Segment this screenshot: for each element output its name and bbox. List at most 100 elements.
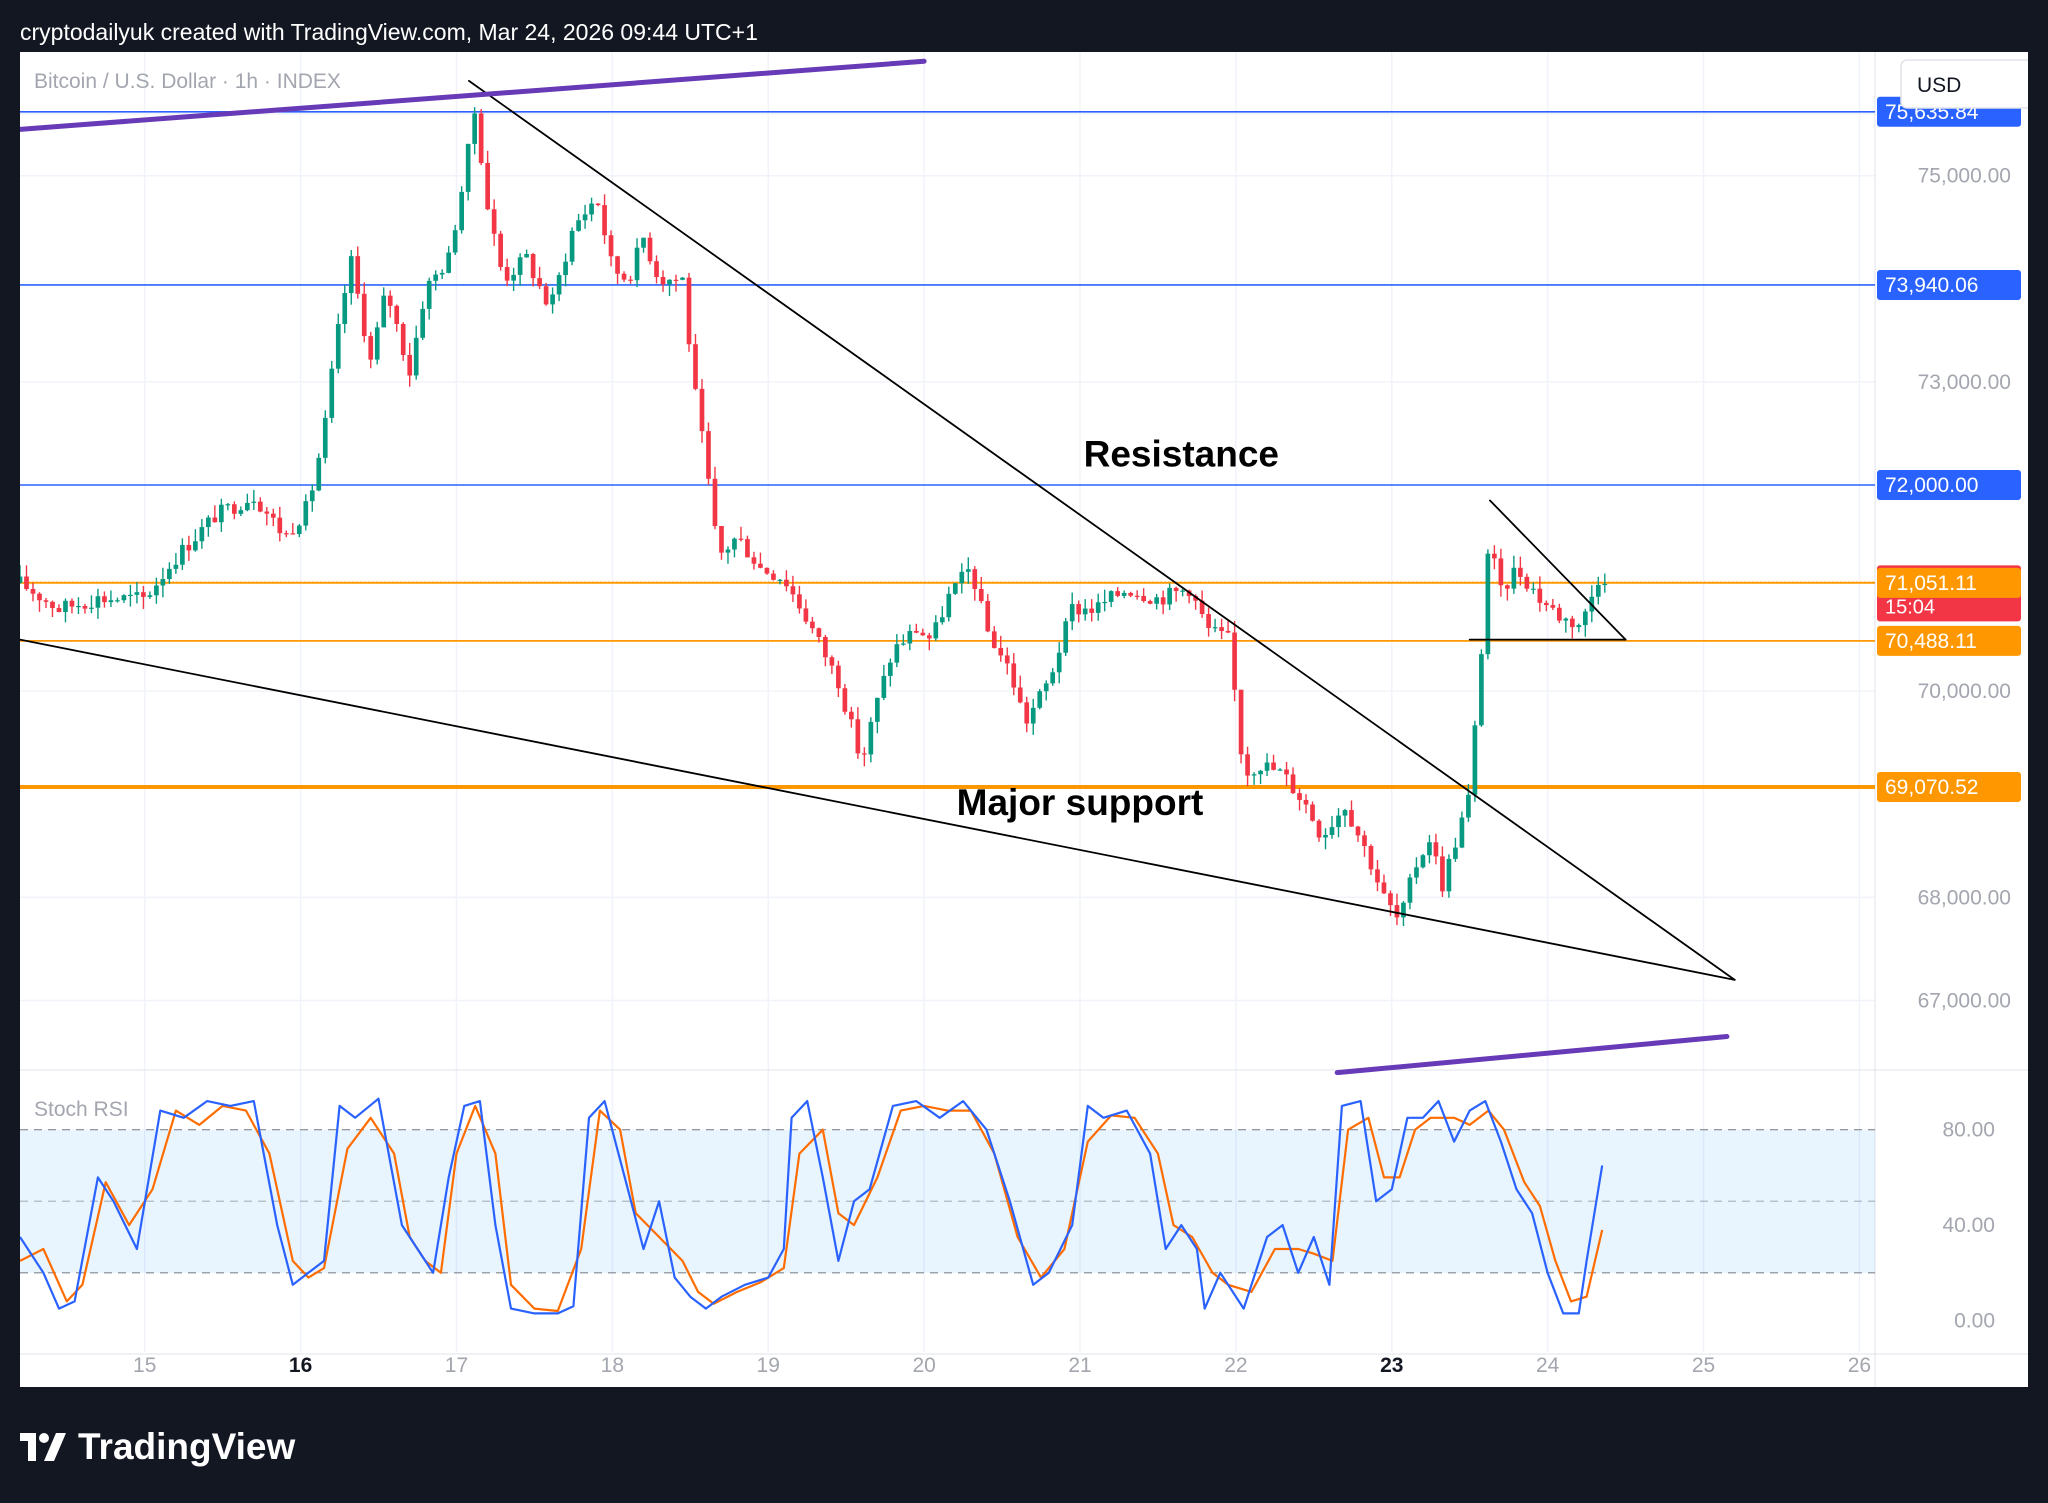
candle-up (1095, 602, 1101, 613)
candle-down (232, 504, 237, 514)
trendline-channel-bottom (1334, 1034, 1730, 1076)
candle-up (641, 237, 646, 248)
candle-down (43, 600, 49, 602)
trendlines-group (20, 58, 1736, 1076)
candle-down (972, 569, 978, 589)
candle-down (764, 567, 770, 574)
price-badge-6 (1877, 771, 2021, 802)
candle-down (1199, 600, 1205, 615)
price-badge-label-6: 69,070.52 (1885, 776, 1978, 799)
candle-down (920, 632, 926, 636)
candle-up (225, 504, 231, 506)
candle-up (322, 417, 328, 458)
candle-down (1388, 893, 1393, 906)
candle-down (719, 526, 724, 553)
candle-up (1602, 583, 1608, 586)
chart-svg[interactable]: Resistance Major support Bitcoin / U.S. Do… (20, 52, 2028, 1387)
candle-up (881, 675, 887, 698)
candle-down (608, 235, 614, 257)
candle-up (900, 643, 906, 645)
candle-up (1069, 604, 1075, 622)
candle-down (823, 636, 828, 658)
candle-down (797, 594, 802, 609)
candle-down (69, 600, 75, 607)
x-tick-label-22: 22 (1224, 1354, 1247, 1377)
candle-up (1459, 817, 1465, 848)
candle-down (991, 631, 997, 648)
currency-button[interactable]: USD (1900, 59, 2028, 109)
candle-down (1550, 605, 1556, 608)
candle-down (394, 305, 400, 324)
candle-up (465, 143, 471, 192)
price-levels-group (20, 110, 1875, 789)
candle-down (1440, 856, 1445, 892)
candle-down (1381, 882, 1387, 894)
candle-up (576, 220, 581, 231)
candle-up (76, 605, 81, 608)
candle-down (1284, 769, 1289, 775)
candle-up (634, 247, 640, 281)
candle-up (335, 323, 341, 369)
candle-up (732, 538, 737, 550)
candle-up (134, 592, 140, 595)
candle-up (725, 549, 731, 553)
candle-down (498, 233, 503, 267)
tradingview-logo[interactable]: TradingView (20, 1422, 295, 1472)
candle-down (855, 719, 861, 754)
candle-up (680, 277, 685, 280)
candle-down (283, 533, 289, 535)
x-tick-label-26: 26 (1848, 1354, 1871, 1377)
candle-down (257, 501, 263, 512)
candle-down (849, 711, 854, 720)
candle-down (712, 478, 718, 527)
candle-down (37, 593, 42, 601)
candle-up (868, 721, 874, 755)
candle-down (810, 621, 815, 629)
candle-up (121, 595, 127, 601)
x-tick-label-24: 24 (1536, 1354, 1560, 1377)
candle-up (452, 230, 458, 253)
candle-down (1245, 754, 1250, 776)
candle-down (1368, 846, 1374, 870)
candle-down (621, 273, 627, 280)
candle-up (550, 294, 555, 305)
candle-up (316, 457, 322, 491)
x-tick-label-19: 19 (757, 1354, 780, 1377)
candle-down (1089, 608, 1095, 613)
candle-down (530, 254, 536, 279)
candle-up (348, 256, 354, 294)
chart-panel[interactable]: Resistance Major support Bitcoin / U.S. Do… (20, 52, 2028, 1387)
candle-up (1180, 590, 1185, 592)
candle-down (1505, 585, 1510, 589)
candle-up (1582, 611, 1588, 626)
y-tick-label: 75,000.00 (1918, 165, 2011, 188)
candle-down (141, 592, 146, 597)
candle-up (556, 275, 562, 295)
price-badge-label-1: 73,940.06 (1885, 274, 1978, 297)
candle-down (1362, 835, 1367, 847)
trendline-wedge-upper (468, 79, 1736, 981)
candle-up (582, 214, 588, 221)
candle-up (89, 607, 94, 609)
candle-down (1433, 842, 1439, 857)
candle-down (264, 511, 270, 514)
x-tick-label-25: 25 (1692, 1354, 1715, 1377)
candle-up (1414, 867, 1419, 878)
candle-down (660, 277, 666, 285)
price-badge-sublabel-3: 15:04 (1885, 596, 1935, 618)
x-tick-label-23: 23 (1380, 1354, 1403, 1377)
x-tick-label-21: 21 (1068, 1354, 1091, 1377)
candle-up (413, 337, 419, 376)
candle-up (1030, 707, 1036, 724)
candle-up (875, 697, 880, 722)
candle-up (1102, 601, 1108, 604)
candle-up (946, 593, 952, 618)
candle-up (1446, 858, 1452, 892)
candle-up (1167, 587, 1172, 605)
candle-up (1082, 608, 1088, 615)
stoch-group (20, 1097, 1875, 1315)
candle-up (128, 594, 133, 597)
candle-down (1498, 558, 1504, 586)
candle-down (926, 635, 932, 639)
candle-up (439, 272, 445, 275)
